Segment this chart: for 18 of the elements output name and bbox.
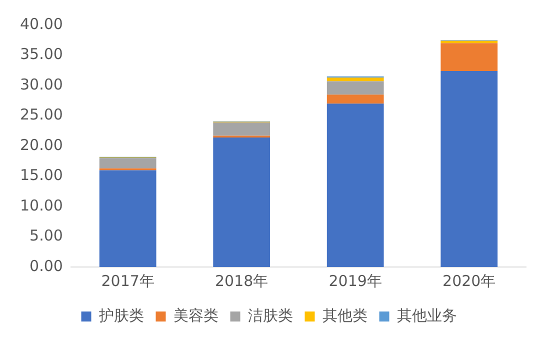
legend-label: 其他类 [322, 306, 368, 324]
y-tick-label: 35.00 [20, 45, 63, 64]
y-tick-label: 15.00 [20, 166, 63, 184]
legend-label: 美容类 [173, 306, 218, 324]
y-tick-label: 30.00 [20, 75, 63, 94]
y-tick-label: 5.00 [30, 226, 63, 245]
legend-label: 其他业务 [396, 306, 457, 324]
legend-label: 护肤类 [98, 306, 144, 324]
y-tick-label: 0.00 [30, 256, 63, 275]
x-tick-label: 2020年 [442, 272, 496, 290]
x-tick-label: 2019年 [328, 272, 382, 290]
y-tick-label: 40.00 [20, 14, 63, 33]
y-tick-label: 20.00 [20, 136, 63, 154]
y-tick-label: 25.00 [20, 106, 63, 124]
x-tick-label: 2018年 [214, 272, 268, 290]
y-tick-label: 10.00 [20, 196, 63, 214]
legend-label: 洁肤类 [248, 306, 293, 324]
x-tick-label: 2017年 [101, 272, 154, 290]
